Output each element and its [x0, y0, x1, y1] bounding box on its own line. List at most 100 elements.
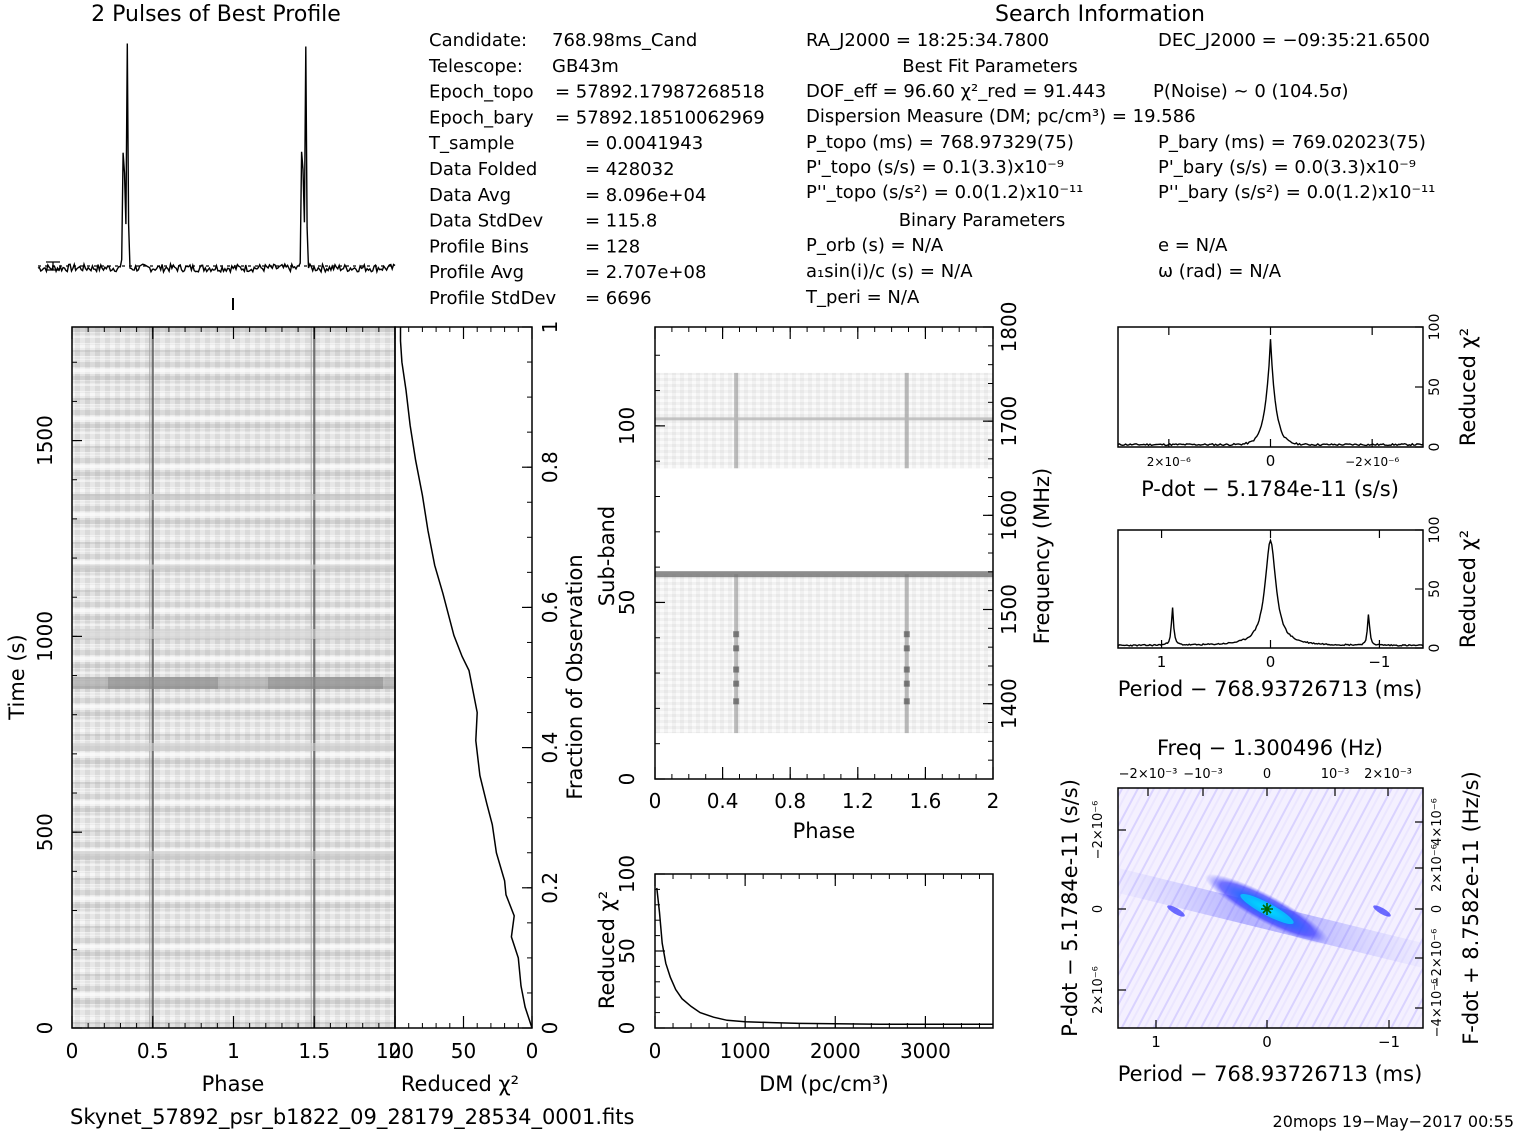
info-label: Data Avg [429, 185, 511, 206]
tick-label: 0 [538, 1022, 562, 1035]
tick-label: −2×10⁻⁶ [1345, 455, 1399, 469]
fraction-axis-label: Fraction of Observation [563, 554, 587, 799]
info-value: = 0.0041943 [585, 133, 703, 154]
time-row-band [72, 851, 395, 859]
info-label: Profile StdDev [429, 288, 557, 309]
tick-label: 50 [1427, 580, 1443, 598]
time-axis-label: Time (s) [5, 634, 29, 720]
tick-label: −10⁻³ [1183, 767, 1223, 782]
subband-pulse-track [904, 372, 909, 469]
subband-phase-axis-label: Phase [793, 819, 856, 843]
subband-data-region [655, 574, 993, 734]
best-fit-marker [1261, 903, 1273, 915]
phase-axis-label: Phase [202, 1072, 265, 1096]
tick-label: 2×10⁻⁶ [1147, 455, 1191, 469]
time-row-band [72, 564, 395, 570]
tick-label: −2×10⁻⁶ [1430, 929, 1445, 988]
tick-label: 1 [538, 321, 562, 334]
tick-label: 1 [227, 1039, 240, 1063]
pdot-bary-text: P'_bary (s/s) = 0.0(3.3)x10⁻⁹ [1158, 157, 1416, 178]
binary-title: Binary Parameters [899, 210, 1066, 231]
dm-axis-label: DM (pc/cm³) [759, 1072, 889, 1096]
tick-label: −1 [1378, 1033, 1400, 1051]
info-value: GB43m [552, 56, 619, 77]
search-info-title: Search Information [995, 2, 1205, 27]
fdot-axis-label: F-dot + 8.7582e-11 (Hz/s) [1459, 771, 1483, 1045]
tick-label: 0 [1430, 905, 1445, 913]
ecc-text: e = N/A [1158, 235, 1228, 256]
tperi-text: T_peri = N/A [805, 287, 920, 308]
info-label: Candidate: [429, 30, 527, 51]
reduced-chi2-axis-label: Reduced χ² [401, 1072, 519, 1096]
period-axis-label: Period − 768.93726713 (ms) [1118, 677, 1423, 701]
tick-label: 0 [33, 1022, 57, 1035]
tick-label: 0 [1427, 443, 1443, 452]
tick-label: 1.5 [298, 1039, 330, 1063]
tick-label: 0 [1262, 1033, 1272, 1051]
tick-label: 2×10⁻³ [1364, 767, 1412, 782]
tick-label: 0 [1266, 452, 1276, 470]
period-chi2-plot: 1 0 −1 0 50 100 Period − 768.93726713 (ms) Re… [1117, 517, 1480, 701]
info-value: 768.98ms_Cand [552, 30, 697, 51]
tick-label: −2×10⁻⁶ [1091, 801, 1106, 860]
subband-data-region [655, 372, 993, 469]
dm-chi2-axis-label: Reduced χ² [595, 891, 619, 1009]
pnoise-text: P(Noise) ~ 0 (104.5σ) [1153, 81, 1349, 102]
tick-label: 0.5 [137, 1039, 169, 1063]
tick-label: 1000 [720, 1039, 771, 1063]
tick-label: 0 [66, 1039, 79, 1063]
tick-label: 0 [1091, 905, 1106, 913]
subband-pulse-track [904, 574, 909, 734]
tick-label: 100 [1427, 517, 1443, 544]
time-phase-plot: 0 0.5 1 1.5 2 0 500 1000 1500 Time (s) Phase [5, 326, 402, 1096]
dm-chi2-plot: 0 1000 2000 3000 0 50 100 DM (pc/cm³) Reduced … [595, 855, 994, 1096]
time-row-band [72, 629, 395, 639]
tick-label: 0 [526, 1039, 539, 1063]
tick-label: 3000 [900, 1039, 951, 1063]
info-value: = 115.8 [585, 211, 657, 232]
info-value: = 428032 [585, 159, 675, 180]
pdot-chi2-axis-label: Reduced χ² [1456, 328, 1480, 446]
info-label: Data Folded [429, 159, 537, 180]
pdot-chi2-line [1117, 339, 1424, 447]
tick-label: 0.2 [538, 872, 562, 904]
tick-label: 1000 [33, 611, 57, 662]
tick-label: 1 [1151, 1033, 1161, 1051]
tick-label: 0.8 [538, 451, 562, 483]
tick-label: 500 [33, 813, 57, 851]
info-label: Profile Avg [429, 262, 524, 283]
tick-label: −1 [1368, 653, 1390, 671]
time-row-band [72, 494, 395, 500]
info-value: = 128 [585, 236, 640, 257]
time-chi2-plot: 100 50 0 0 0.2 0.4 0.6 0.8 1 Reduced χ² Fraction… [376, 321, 587, 1096]
asini-text: a₁sin(i)/c (s) = N/A [806, 261, 973, 282]
tick-label: 100 [1427, 314, 1443, 341]
tick-label: −2×10⁻³ [1119, 767, 1178, 782]
tick-label: 50 [615, 590, 639, 615]
tick-label: 0 [1263, 767, 1271, 782]
tick-label: 1600 [997, 490, 1021, 541]
info-label: Telescope: [428, 56, 523, 77]
profile-title: 2 Pulses of Best Profile [91, 2, 341, 27]
tick-label: 50 [1427, 378, 1443, 396]
tick-label: 1500 [997, 584, 1021, 635]
tick-label: 0 [1266, 653, 1276, 671]
tick-label: 50 [615, 938, 639, 963]
profile-line [37, 43, 396, 275]
tick-label: 10⁻³ [1321, 767, 1350, 782]
tick-label: 2000 [810, 1039, 861, 1063]
frequency-axis-label: Frequency (MHz) [1030, 468, 1054, 644]
tick-label: 2 [389, 1039, 402, 1063]
period-chi2-line [1117, 538, 1424, 647]
tick-label: 0 [1427, 644, 1443, 653]
info-value: = 57892.18510062969 [555, 107, 765, 128]
search-info-block: RA_J2000 = 18:25:34.7800 DEC_J2000 = −09… [805, 30, 1435, 308]
dec-text: DEC_J2000 = −09:35:21.6500 [1158, 30, 1430, 51]
candidate-info-block: Candidate: 768.98ms_Cand Telescope: GB43m Ep… [428, 30, 765, 309]
tick-label: 4×10⁻⁶ [1430, 798, 1445, 846]
tick-label: 1.6 [909, 789, 941, 813]
subband-phase-plot: 0 0.4 0.8 1.2 1.6 2 0 50 100 1400 1500 1600 1700 1800… [595, 302, 1054, 843]
tick-label: 1500 [33, 415, 57, 466]
ppdot-frame [1117, 787, 1424, 1029]
info-label: T_sample [428, 133, 514, 154]
